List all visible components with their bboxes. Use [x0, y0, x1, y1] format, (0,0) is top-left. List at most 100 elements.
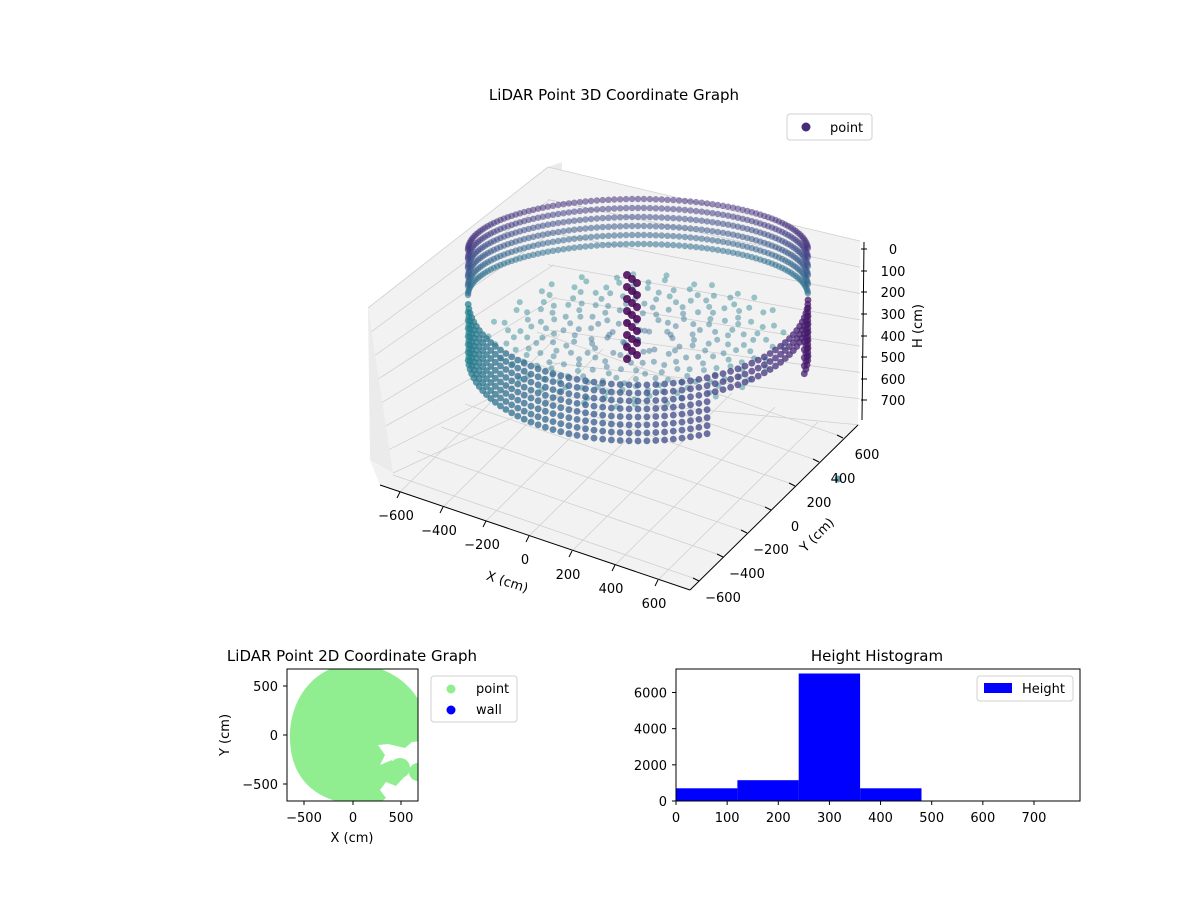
lidar-point-3d — [772, 346, 779, 354]
lidar-point-3d — [527, 394, 535, 402]
lidar-point-3d — [703, 245, 711, 252]
lidar-point-3d — [703, 398, 711, 406]
histogram-title: Height Histogram — [811, 647, 943, 665]
histogram-x-tick-label: 700 — [1022, 811, 1047, 826]
lidar-point-3d — [501, 319, 508, 326]
lidar-point-3d — [643, 397, 651, 405]
lidar-point-3d — [661, 277, 668, 284]
lidar-point-3d — [553, 347, 560, 354]
y-tick-mark-3d — [788, 482, 796, 487]
lidar-point-3d — [622, 222, 630, 230]
lidar-point-3d — [640, 348, 647, 355]
lidar-point-3d — [608, 380, 615, 388]
lidar-point-3d — [634, 381, 642, 389]
lidar-point-3d — [527, 370, 535, 378]
y-tick-mark-3d — [812, 458, 820, 463]
lidar-point-3d — [549, 386, 557, 393]
lidar-point-3d — [670, 214, 677, 222]
lidar-point-3d — [714, 219, 721, 227]
x-axis-line — [379, 484, 691, 591]
lidar-point-3d — [673, 299, 679, 306]
lidar-point-3d — [550, 302, 557, 309]
lidar-point-3d — [491, 318, 497, 325]
lidar-point-3d — [681, 224, 689, 232]
z-tick-label-3d: 400 — [881, 330, 906, 345]
x-tick-mark-3d — [439, 506, 444, 514]
lidar-point-3d — [560, 201, 567, 208]
lidar-point-3d — [516, 299, 523, 306]
lidar-point-3d — [725, 332, 731, 339]
lidar-point-3d — [508, 401, 516, 409]
lidar-point-3d — [605, 223, 612, 230]
lidar-point-3d — [544, 230, 552, 237]
lidar-point-3d — [674, 366, 681, 372]
grid-line-3d — [657, 421, 819, 581]
lidar-point-3d — [740, 342, 747, 348]
lidar-point-3d — [524, 316, 531, 323]
lidar-point-3d — [508, 353, 516, 361]
lidar-point-3d — [550, 339, 557, 346]
lidar-point-3d — [703, 200, 711, 207]
lidar-point-3d — [546, 359, 553, 366]
lidar-point-3d — [549, 370, 557, 377]
lidar-point-3d — [534, 241, 542, 248]
lidar-point-3d — [610, 349, 617, 356]
lidar-point-3d — [698, 244, 705, 251]
lidar-point-3d — [593, 215, 601, 222]
lidar-point-3d — [542, 375, 549, 383]
lidar-point-3d — [754, 372, 762, 380]
lidar-point-3d — [748, 375, 756, 383]
lidar-point-3d — [687, 225, 694, 232]
lidar-point-3d — [548, 281, 555, 288]
lidar-point-3d — [542, 399, 549, 407]
lidar-point-3d — [560, 361, 567, 368]
lidar-point-3d — [678, 426, 686, 434]
legend-3d: point — [786, 113, 873, 141]
lidar-point-3d — [719, 229, 727, 236]
lidar-point-3d — [542, 367, 549, 375]
chart-3d: LiDAR Point 3D Coordinate Graph −600 −400… — [367, 86, 926, 612]
lidar-point-3d — [669, 427, 677, 435]
lidar-point-3d — [634, 231, 642, 239]
lidar-point-3d — [487, 371, 495, 378]
lidar-point-3d — [549, 378, 557, 385]
lidar-point-3d — [599, 403, 607, 411]
lidar-point-3d — [703, 227, 711, 234]
lidar-point-3d — [643, 389, 651, 397]
lidar-point-3d — [719, 386, 727, 393]
lidar-point-3d — [587, 215, 595, 223]
lidar-point-3d — [571, 226, 578, 233]
lidar-point-3d — [616, 413, 624, 420]
lidar-point-3d — [605, 232, 612, 239]
lidar-point-3d — [689, 342, 696, 349]
lidar-point-3d — [571, 284, 578, 291]
lidar-point-3d — [611, 214, 618, 221]
x-tick-label-2d: −500 — [286, 811, 322, 826]
lidar-point-3d — [565, 374, 573, 382]
lidar-point-3d — [539, 222, 547, 229]
lidar-point-3d — [573, 416, 581, 423]
lidar-point-3d — [734, 365, 742, 373]
lidar-point-3d — [661, 396, 668, 404]
lidar-point-3d — [663, 272, 670, 279]
lidar-point-3d — [576, 198, 584, 206]
lidar-point-3d — [692, 234, 700, 242]
y-tick-label-3d: −400 — [729, 567, 765, 582]
lidar-point-3d — [669, 387, 677, 395]
lidar-point-3d — [605, 205, 612, 212]
x-tick-label-2d: 0 — [349, 811, 357, 826]
lidar-point-3d — [573, 408, 581, 415]
lidar-point-3d — [692, 207, 700, 215]
lidar-point-3d — [670, 196, 677, 204]
lidar-point-3d — [557, 380, 565, 388]
lidar-point-3d — [599, 196, 606, 204]
lidar-point-3d — [672, 323, 679, 330]
x-tick-mark-3d — [525, 535, 530, 543]
lidar-point-3d — [571, 208, 578, 215]
lidar-point-3d — [487, 395, 495, 402]
lidar-point-3d — [616, 437, 624, 444]
lidar-point-3d — [639, 359, 646, 366]
lidar-point-3d — [804, 254, 812, 261]
lidar-point-3d — [719, 220, 727, 227]
lidar-point-3d — [590, 410, 598, 418]
